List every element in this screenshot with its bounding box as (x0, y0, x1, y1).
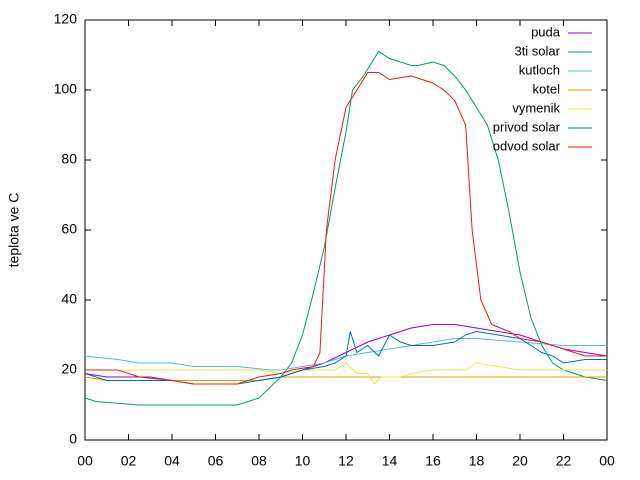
legend-label: vymenik (512, 100, 560, 115)
series-line (84, 324, 608, 381)
legend-label: puda (531, 24, 561, 39)
legend-label: odvod solar (493, 138, 561, 153)
x-tick-label: 22 (556, 453, 572, 469)
x-tick-label: 10 (295, 453, 311, 469)
legend-label: privod solar (493, 119, 561, 134)
x-tick-label: 00 (77, 453, 93, 469)
x-tick-label: 08 (251, 453, 267, 469)
x-tick-label: 14 (382, 453, 398, 469)
x-tick-label: 18 (469, 453, 485, 469)
series-line (84, 338, 607, 371)
y-tick-label: 0 (69, 431, 77, 447)
legend-label: kutloch (519, 62, 560, 77)
series-line (84, 50, 608, 406)
legend-label: 3ti solar (514, 43, 560, 58)
legend-label: kotel (533, 81, 561, 96)
x-tick-label: 20 (512, 453, 528, 469)
y-tick-label: 40 (61, 291, 77, 307)
y-axis-label: teplota ve C (6, 193, 22, 268)
y-tick-label: 80 (61, 151, 77, 167)
series-line (85, 362, 607, 385)
y-tick-label: 120 (54, 11, 78, 27)
x-tick-label: 02 (121, 453, 137, 469)
series-line (84, 330, 607, 385)
x-tick-label: 16 (425, 453, 441, 469)
x-tick-label: 12 (338, 453, 354, 469)
series-line (85, 72, 607, 385)
x-tick-label: 00 (599, 453, 615, 469)
y-tick-label: 60 (61, 221, 77, 237)
x-tick-label: 06 (208, 453, 224, 469)
y-tick-label: 20 (61, 361, 77, 377)
x-tick-label: 04 (164, 453, 180, 469)
y-tick-label: 100 (54, 81, 78, 97)
